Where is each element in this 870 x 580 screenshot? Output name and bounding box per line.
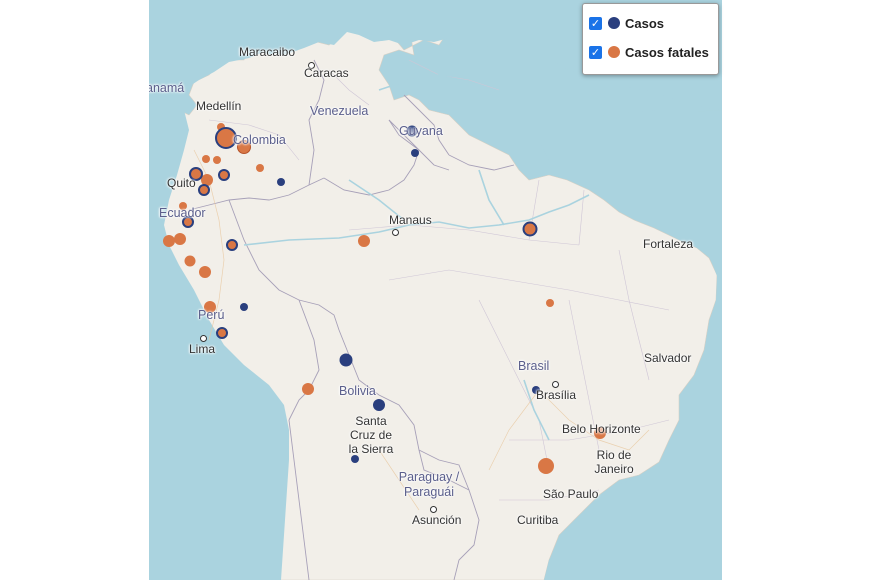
city-marker-lima (200, 335, 207, 342)
fatal-case-marker[interactable] (201, 174, 213, 186)
case-marker[interactable] (411, 149, 419, 157)
map-canvas[interactable] (149, 0, 722, 580)
rivers (243, 74, 590, 441)
fatal-case-marker[interactable] (174, 233, 186, 245)
city-label-fortaleza: Fortaleza (643, 237, 694, 251)
city-label-belo-horizonte: Belo Horizonte (562, 422, 641, 436)
city-label-manaus: Manaus (389, 213, 432, 227)
fatal-case-marker[interactable] (179, 202, 187, 210)
country-label-paraguay: Paraguay / Paraguái (398, 470, 460, 499)
atlantic-ocean (541, 110, 722, 580)
case-marker[interactable] (182, 216, 194, 228)
legend-item-casos[interactable]: ✓ Casos (589, 13, 664, 33)
country-label-venezuela: Venezuela (310, 104, 369, 118)
case-marker[interactable] (189, 167, 203, 181)
country-label-panama: anamá (149, 81, 185, 95)
case-marker[interactable] (198, 184, 210, 196)
case-marker[interactable] (226, 239, 238, 251)
country-label-colombia: Colombia (233, 133, 286, 147)
casos-checkbox[interactable]: ✓ (589, 16, 602, 30)
state-borders (208, 59, 670, 501)
city-label-maracaibo: Maracaibo (239, 45, 296, 59)
fatal-case-marker[interactable] (204, 301, 216, 313)
country-label-guyana: Guyana (399, 124, 443, 138)
fatal-case-marker[interactable] (184, 255, 196, 267)
caribbean-sea (149, 0, 722, 110)
fatal-case-marker[interactable] (302, 383, 314, 395)
case-marker[interactable] (373, 399, 385, 411)
fatal-case-marker[interactable] (199, 266, 211, 278)
fatal-case-marker[interactable] (256, 164, 264, 172)
city-label-brasilia: Brasília (536, 388, 577, 402)
case-marker[interactable] (406, 125, 418, 137)
case-marker[interactable] (218, 169, 230, 181)
city-label-lima: Lima (189, 342, 216, 356)
casos-swatch (608, 17, 620, 29)
city-label-curitiba: Curitiba (517, 513, 559, 527)
legend-label-casos: Casos (625, 15, 665, 31)
city-label-salvador: Salvador (644, 351, 692, 365)
city-label-medellin: Medellín (196, 99, 242, 113)
fatal-case-marker[interactable] (358, 235, 370, 247)
fatal-case-marker[interactable] (546, 299, 554, 307)
case-marker[interactable] (532, 386, 540, 394)
country-label-brasil: Brasil (518, 359, 550, 373)
case-marker[interactable] (522, 221, 538, 237)
check-icon: ✓ (590, 45, 601, 59)
fatal-case-marker[interactable] (237, 140, 251, 154)
fatal-case-marker[interactable] (163, 235, 175, 247)
country-label-ecuador: Ecuador (159, 206, 206, 220)
city-label-rio: Rio de Janeiro (594, 448, 634, 476)
fatal-case-marker[interactable] (594, 427, 606, 439)
case-marker[interactable] (277, 178, 285, 186)
case-marker[interactable] (351, 455, 359, 463)
city-marker-asuncion (430, 506, 437, 513)
case-marker[interactable] (216, 327, 228, 339)
city-label-santa-cruz: Santa Cruz de la Sierra (348, 414, 394, 456)
country-label-bolivia: Bolivia (339, 384, 376, 398)
legend: ✓ Casos ✓ Casos fatales (582, 3, 719, 75)
case-marker[interactable] (339, 353, 353, 367)
map-panel[interactable]: anamá Colombia Venezuela Guyana Ecuador … (149, 0, 722, 580)
case-marker[interactable] (240, 303, 248, 311)
city-label-asuncion: Asunción (412, 513, 462, 527)
case-marker[interactable] (215, 127, 237, 149)
casos-fatales-swatch (608, 46, 620, 58)
casos-fatales-checkbox[interactable]: ✓ (589, 45, 602, 59)
land-area (149, 0, 722, 580)
cases-markers (182, 125, 540, 463)
city-marker-manaus (392, 229, 399, 236)
country-label-peru: Perú (198, 308, 225, 322)
city-label-caracas: Caracas (304, 66, 349, 80)
city-marker-brasilia (552, 381, 559, 388)
city-label-sao-paulo: São Paulo (543, 487, 599, 501)
fatal-case-marker[interactable] (202, 155, 210, 163)
legend-item-casos-fatales[interactable]: ✓ Casos fatales (589, 42, 709, 62)
country-borders (188, 59, 515, 580)
pacific-ocean (149, 82, 289, 580)
legend-label-casos-fatales: Casos fatales (625, 44, 709, 60)
fatal-case-marker[interactable] (538, 458, 554, 474)
city-label-quito: Quito (167, 176, 196, 190)
city-marker-caracas (308, 62, 315, 69)
check-icon: ✓ (590, 16, 601, 30)
fatal-case-marker[interactable] (213, 156, 221, 164)
